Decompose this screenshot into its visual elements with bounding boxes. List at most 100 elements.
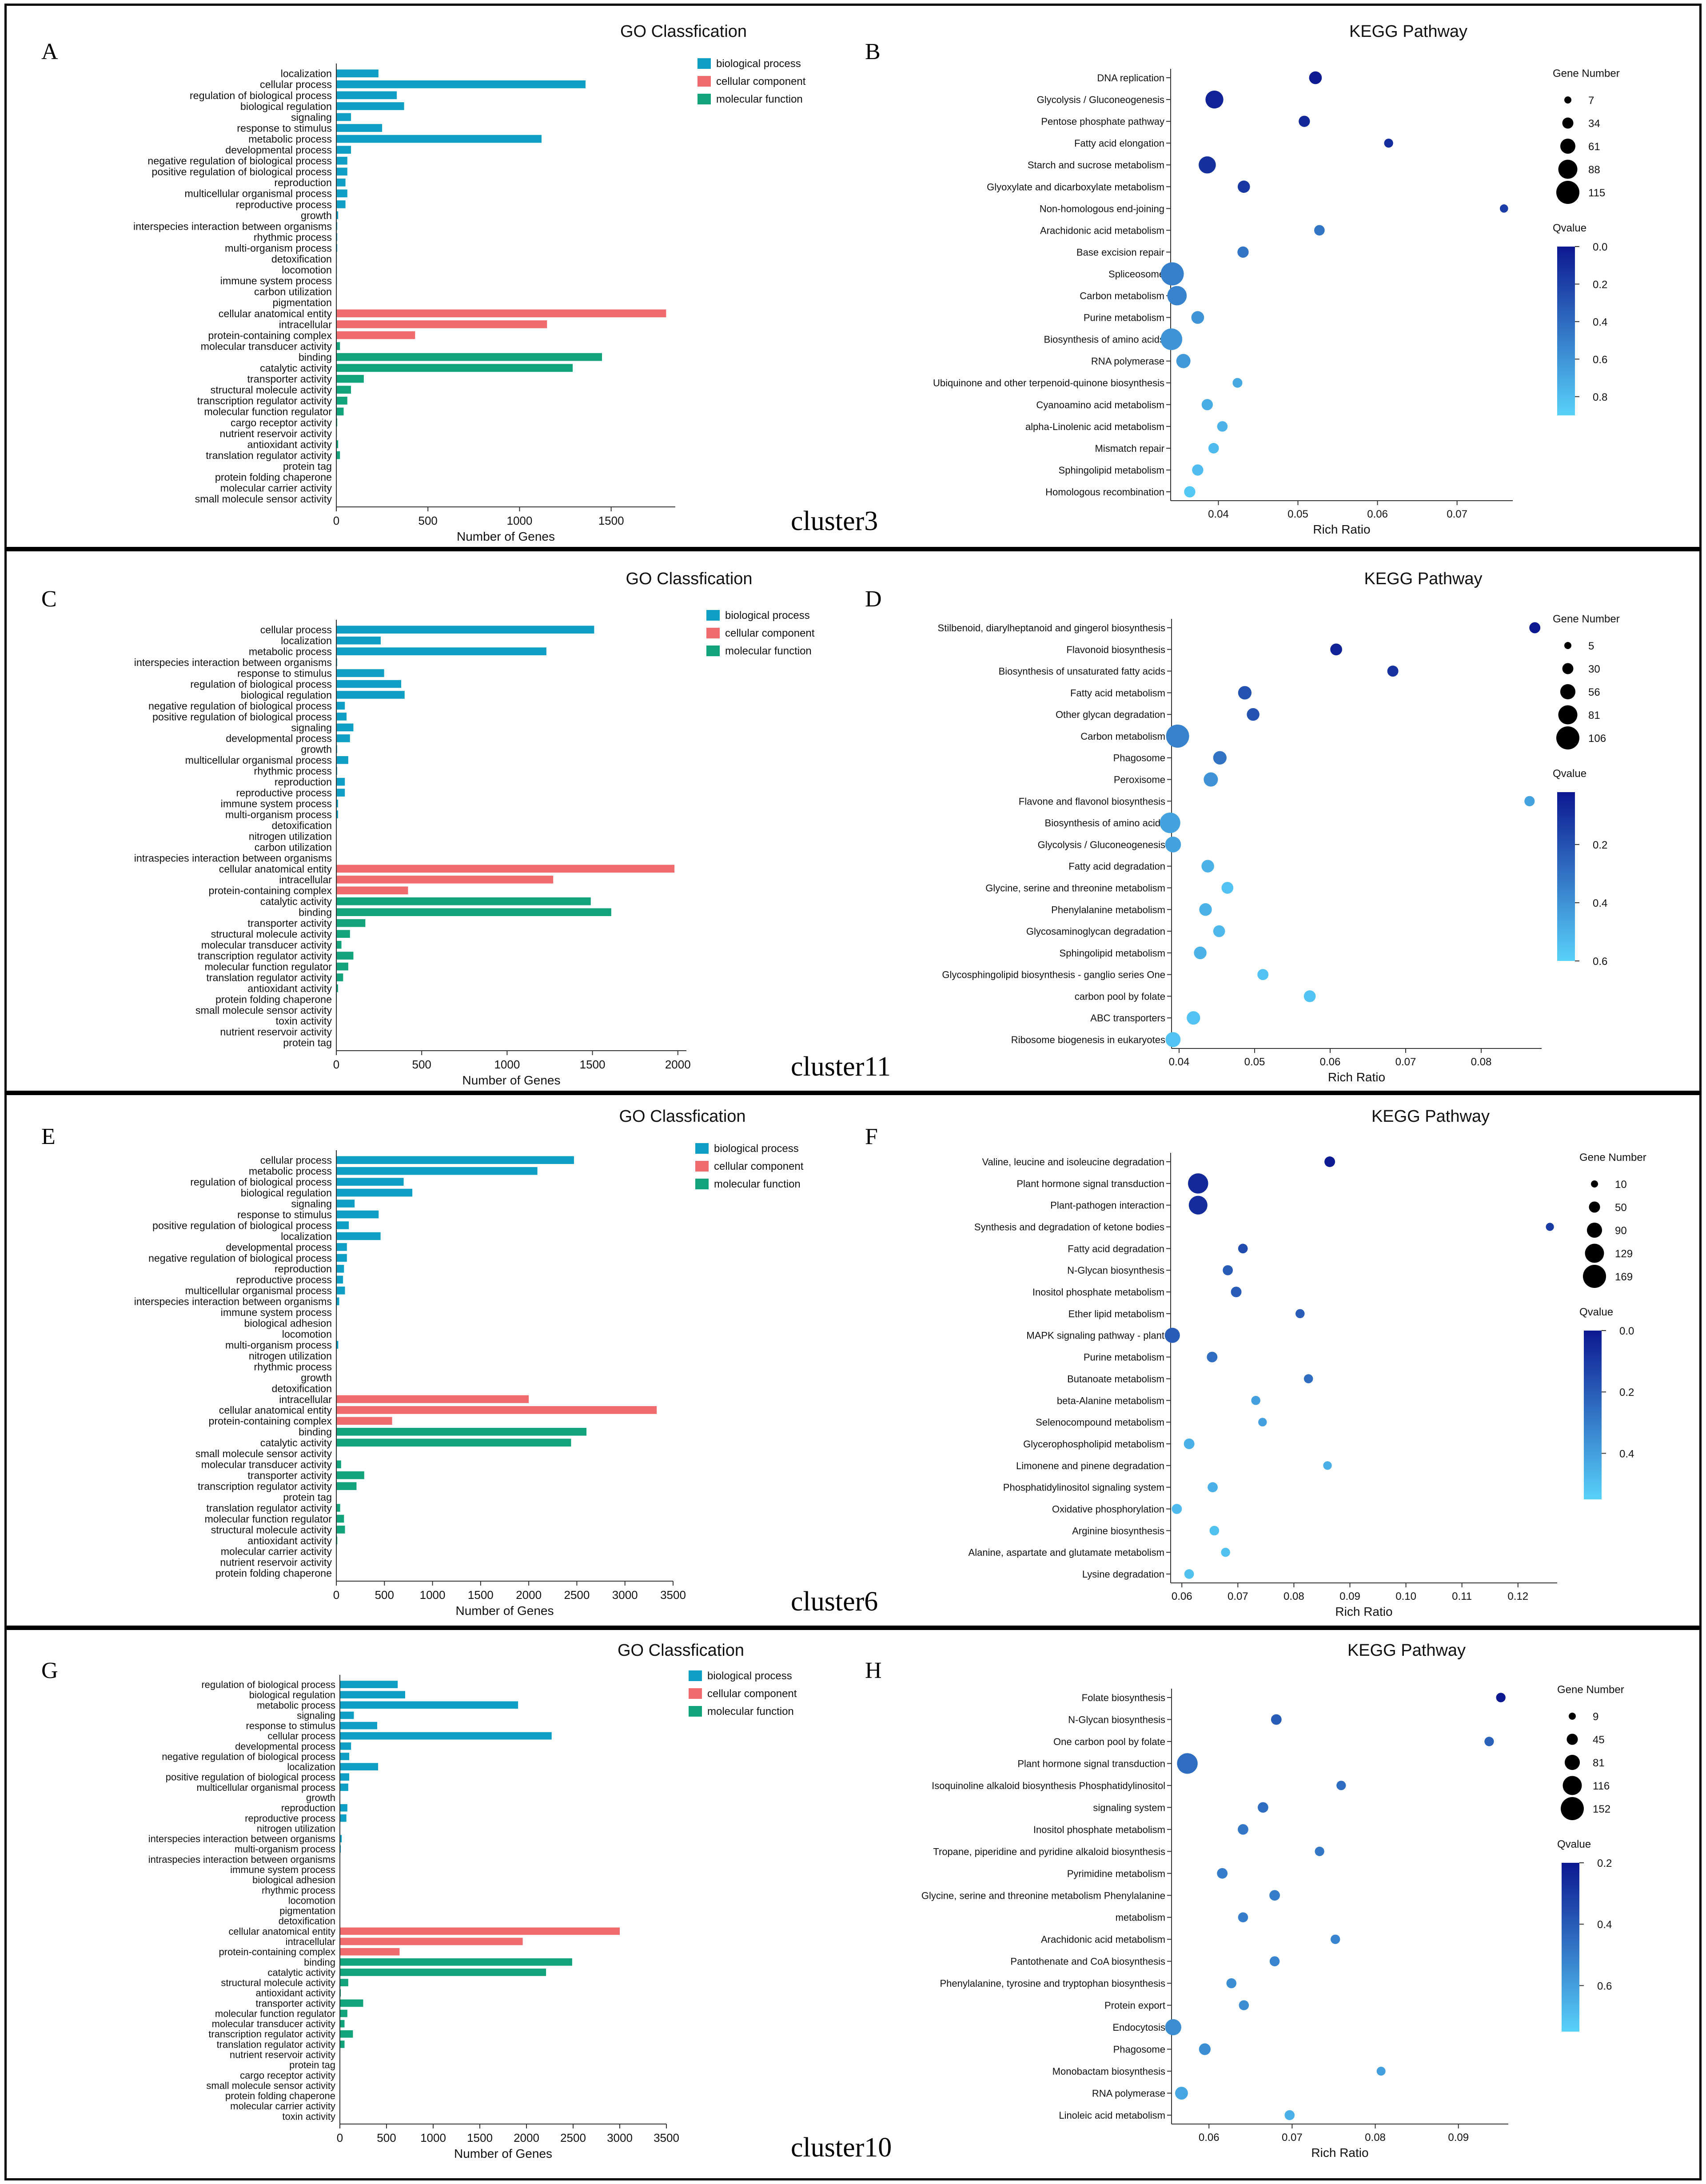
x-tick-label: 0.06 xyxy=(1172,1590,1192,1602)
go-category-label: molecular transducer activity xyxy=(212,2018,335,2029)
go-category-label: immune system process xyxy=(220,275,332,287)
go-category-label: translation regulator activity xyxy=(217,2039,335,2050)
go-category-label: metabolic process xyxy=(249,646,332,658)
go-bar xyxy=(340,2020,345,2028)
pathway-bubble xyxy=(1238,1243,1248,1254)
pathway-bubble xyxy=(1232,378,1243,388)
colorbar-tick-label: 0.6 xyxy=(1593,956,1607,968)
x-tick-label: 1000 xyxy=(420,2131,446,2144)
pathway-bubble xyxy=(1496,1693,1506,1702)
pathway-bubble xyxy=(1336,1781,1346,1790)
x-tick-label: 1000 xyxy=(420,1588,446,1602)
size-legend-title: Gene Number xyxy=(1579,1152,1646,1164)
pathway-bubble xyxy=(1237,246,1249,258)
go-bar xyxy=(336,451,340,459)
go-category-label: reproductive process xyxy=(245,1813,335,1824)
pathway-bubble xyxy=(1199,156,1216,174)
go-category-label: protein tag xyxy=(283,1037,332,1048)
go-bar xyxy=(336,1210,379,1219)
pathway-bubble xyxy=(1221,1547,1230,1557)
go-category-label: reproduction xyxy=(274,177,332,188)
size-legend-dot xyxy=(1558,705,1578,725)
pathway-label: Glyoxylate and dicarboxylate metabolism xyxy=(987,181,1164,192)
colorbar-tick-label: 0.0 xyxy=(1593,241,1607,253)
go-category-label: locomotion xyxy=(282,264,332,276)
go-bar xyxy=(340,1783,348,1791)
pathway-bubble xyxy=(1384,138,1393,148)
pathway-label: Sphingolipid metabolism xyxy=(1060,948,1165,959)
go-category-label: growth xyxy=(301,744,332,755)
cluster-label: cluster6 xyxy=(791,1586,878,1617)
size-legend-label: 115 xyxy=(1588,187,1605,199)
go-bar xyxy=(336,353,602,361)
go-bar xyxy=(336,636,381,645)
go-category-label: small molecule sensor activity xyxy=(195,493,332,505)
pathway-label: Cyanoamino acid metabolism xyxy=(1036,399,1164,410)
pathway-label: Biosynthesis of amino acids xyxy=(1044,334,1164,345)
pathway-label: Fatty acid metabolism xyxy=(1070,687,1165,698)
go-bar xyxy=(336,320,547,328)
x-tick-label: 3500 xyxy=(654,2131,679,2144)
go-category-label: locomotion xyxy=(288,1895,335,1906)
go-bar xyxy=(336,777,345,786)
go-category-label: reproductive process xyxy=(236,199,332,210)
pathway-label: Pantothenate and CoA biosynthesis xyxy=(1010,1956,1165,1967)
go-category-label: response to stimulus xyxy=(237,122,332,134)
go-category-label: regulation of biological process xyxy=(190,1176,332,1188)
go-bar xyxy=(336,941,342,949)
x-tick-label: 0.08 xyxy=(1283,1590,1304,1602)
x-tick-label: 0.11 xyxy=(1452,1590,1472,1602)
pathway-label: Inositol phosphate metabolism xyxy=(1032,1287,1164,1298)
legend-label-cc: cellular component xyxy=(707,1688,797,1700)
go-bar xyxy=(336,342,340,350)
go-bar xyxy=(336,1536,338,1545)
size-legend-dot xyxy=(1583,1265,1606,1288)
go-bar xyxy=(336,734,350,742)
go-category-label: protein-containing complex xyxy=(209,885,332,897)
x-tick-label: 2000 xyxy=(516,1588,542,1602)
go-category-label: multicellular organismal process xyxy=(196,1782,335,1793)
colorbar-tick-label: 0.6 xyxy=(1593,354,1607,366)
go-bar xyxy=(336,680,402,688)
size-legend-title: Gene Number xyxy=(1553,613,1620,625)
size-legend-dot xyxy=(1556,181,1579,204)
pathway-label: Starch and sucrose metabolism xyxy=(1028,159,1164,171)
pathway-bubble xyxy=(1188,1196,1208,1215)
x-tick-label: 0.10 xyxy=(1395,1590,1416,1602)
go-category-label: structural molecule activity xyxy=(211,1524,332,1535)
go-bar xyxy=(336,1395,529,1403)
go-bar xyxy=(336,1156,574,1164)
pathway-bubble xyxy=(1238,1824,1248,1835)
pathway-label: RNA polymerase xyxy=(1091,356,1164,367)
go-bar xyxy=(336,952,354,960)
pathway-bubble xyxy=(1160,328,1183,350)
size-legend-dot xyxy=(1569,1713,1576,1720)
go-category-label: transcription regulator activity xyxy=(197,395,332,407)
pathway-label: Tropane, piperidine and pyridine alkaloi… xyxy=(933,1846,1165,1857)
go-category-label: molecular function regulator xyxy=(204,961,332,972)
x-axis-label: Number of Genes xyxy=(457,530,555,543)
pathway-bubble xyxy=(1166,724,1189,748)
panel-letter: G xyxy=(41,1658,58,1683)
x-tick-label: 2000 xyxy=(665,1058,691,1071)
pathway-label: Linoleic acid metabolism xyxy=(1059,2110,1165,2121)
go-category-label: cargo receptor activity xyxy=(240,2070,335,2081)
cluster-label: cluster11 xyxy=(791,1052,891,1082)
x-tick-label: 1500 xyxy=(467,2131,493,2144)
pathway-label: Arachidonic acid metabolism xyxy=(1041,1934,1165,1945)
go-category-label: regulation of biological process xyxy=(190,90,332,101)
go-category-label: transporter activity xyxy=(247,1470,332,1481)
go-bar xyxy=(336,865,675,873)
pathway-bubble xyxy=(1309,71,1322,84)
go-category-label: intraspecies interaction between organis… xyxy=(148,1854,335,1865)
panel-letter: B xyxy=(865,39,881,64)
legend-label-bp: biological process xyxy=(707,1670,792,1682)
size-legend-label: 45 xyxy=(1593,1734,1605,1746)
go-category-label: response to stimulus xyxy=(246,1720,335,1731)
size-legend-dot xyxy=(1561,1797,1584,1820)
go-bar xyxy=(340,1773,349,1781)
pathway-bubble xyxy=(1284,2110,1295,2120)
pathway-bubble xyxy=(1238,686,1252,700)
size-legend-dot xyxy=(1563,1776,1582,1795)
go-category-label: intracellular xyxy=(279,1394,332,1405)
